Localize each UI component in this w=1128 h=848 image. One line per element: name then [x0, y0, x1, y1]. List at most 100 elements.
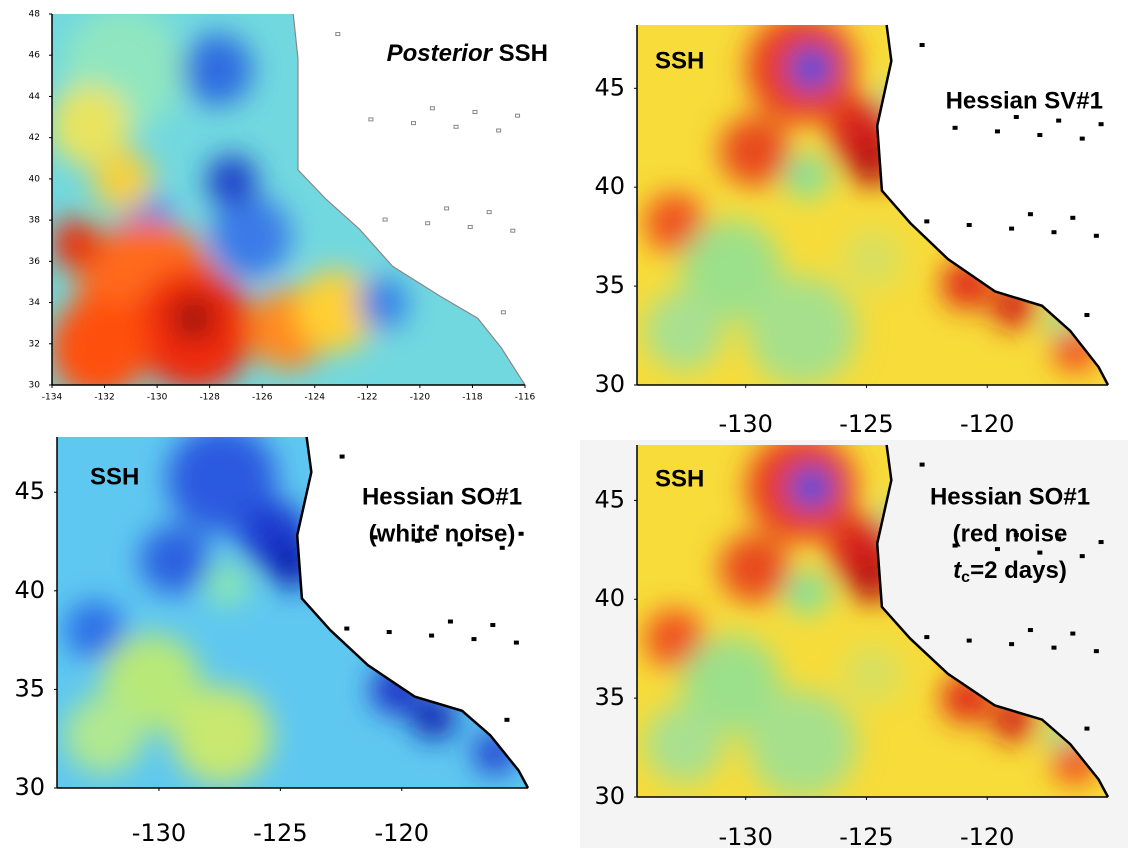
- y-tick-label: 35: [594, 271, 625, 299]
- y-tick-label: 46: [29, 51, 41, 61]
- y-tick-label: 35: [594, 683, 625, 711]
- y-tick-label: 40: [594, 172, 625, 200]
- island: [966, 638, 972, 643]
- field-blob: [719, 533, 790, 603]
- x-tick-label: -130: [132, 819, 186, 847]
- y-tick-label: 40: [29, 174, 41, 184]
- island: [924, 635, 930, 640]
- island: [1084, 313, 1090, 317]
- field: [52, 14, 409, 385]
- island: [447, 619, 453, 624]
- coastline: [295, 436, 530, 789]
- field: [644, 445, 1098, 797]
- field-blob: [204, 562, 249, 606]
- x-tick-label: -130: [718, 823, 772, 848]
- island: [1079, 136, 1085, 141]
- island: [1009, 642, 1015, 647]
- field-blob: [719, 116, 790, 186]
- island: [1051, 645, 1057, 650]
- y-tick-label: 44: [29, 92, 41, 102]
- island: [1070, 631, 1076, 636]
- island: [386, 630, 392, 635]
- x-tick-label: -120: [375, 819, 429, 847]
- island: [486, 210, 492, 215]
- island: [471, 637, 477, 642]
- field-blob: [789, 46, 834, 91]
- panel-title: (white noise): [369, 520, 516, 547]
- y-tick-label: 48: [29, 10, 41, 20]
- field-blob: [52, 296, 150, 385]
- island: [952, 125, 958, 130]
- x-tick-label: -128: [199, 393, 220, 403]
- field-blob: [472, 731, 518, 775]
- field-blob: [789, 465, 834, 509]
- island: [1070, 215, 1076, 220]
- field-blob: [173, 297, 215, 339]
- x-tick-label: -120: [960, 410, 1014, 438]
- map-panel: [637, 25, 1108, 385]
- field-blob: [847, 136, 898, 187]
- field-blob: [64, 600, 125, 660]
- field-blob: [746, 690, 857, 797]
- coastline: [292, 13, 526, 386]
- field-blob: [842, 644, 903, 704]
- island: [1051, 230, 1057, 235]
- island: [510, 228, 516, 233]
- island: [496, 128, 502, 133]
- island: [919, 43, 925, 47]
- island: [414, 538, 420, 543]
- island: [344, 626, 350, 631]
- island: [1056, 536, 1062, 541]
- island: [476, 528, 482, 533]
- coastline: [875, 24, 1110, 386]
- field-blob: [644, 193, 705, 253]
- island: [1098, 540, 1104, 545]
- y-tick-label: 42: [29, 133, 40, 143]
- y-tick-label: 45: [14, 477, 45, 505]
- island: [966, 223, 972, 227]
- island: [433, 524, 439, 529]
- coastline: [875, 444, 1110, 798]
- island: [490, 623, 496, 628]
- island: [425, 221, 431, 226]
- map-panel: [637, 445, 1108, 797]
- island: [472, 109, 478, 114]
- island: [335, 32, 341, 37]
- y-tick-label: 34: [29, 298, 41, 308]
- island: [429, 633, 435, 638]
- island: [499, 545, 505, 550]
- field-blob: [295, 269, 377, 353]
- island: [1079, 554, 1085, 559]
- field-blob: [139, 525, 210, 594]
- y-tick-label: 30: [594, 782, 625, 810]
- field-blob: [166, 437, 277, 533]
- island: [504, 717, 510, 722]
- x-tick-label: -118: [462, 393, 483, 403]
- field-blob: [182, 33, 253, 106]
- x-tick-label: -134: [42, 393, 63, 403]
- x-tick-label: -125: [253, 819, 307, 847]
- field-blob: [92, 150, 154, 212]
- panel-title: Posterior SSH: [387, 40, 548, 67]
- field-blob: [746, 276, 857, 385]
- panel-label: SSH: [655, 47, 704, 74]
- island: [1037, 133, 1043, 137]
- island: [518, 531, 524, 536]
- field-blob: [644, 291, 725, 371]
- field-blob: [842, 229, 903, 289]
- y-tick-label: 36: [29, 257, 41, 267]
- x-tick-label: -130: [718, 410, 772, 438]
- x-tick-label: -116: [515, 393, 536, 403]
- island: [368, 117, 374, 122]
- x-tick-label: -120: [960, 823, 1014, 848]
- panel-title: tc=2 days): [953, 557, 1067, 586]
- y-tick-label: 38: [29, 216, 41, 226]
- x-tick-label: -124: [305, 393, 326, 403]
- field-blob: [52, 84, 131, 167]
- field: [64, 437, 518, 785]
- panel-title: (red noise: [953, 520, 1068, 547]
- field-blob: [784, 571, 829, 615]
- field-blob: [644, 609, 705, 668]
- field-blob: [210, 195, 291, 278]
